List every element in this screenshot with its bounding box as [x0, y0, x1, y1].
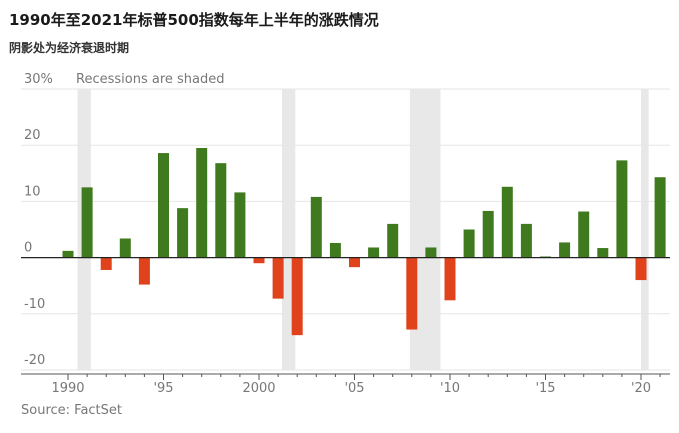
x-tick-label: '05 — [344, 381, 364, 396]
bar — [425, 247, 437, 258]
x-tick-label: 2000 — [242, 381, 275, 396]
source-note: Source: FactSet — [21, 403, 123, 418]
bar — [329, 242, 341, 258]
bar — [138, 257, 150, 285]
y-tick-label: 20 — [24, 128, 41, 143]
bar — [215, 163, 227, 258]
y-tick-label: -10 — [24, 297, 45, 312]
bar — [177, 208, 189, 258]
bar — [387, 223, 399, 258]
bar — [520, 223, 532, 258]
x-axis: 1990 '95 2000 '05 '10 '15 '20 — [21, 373, 670, 396]
bar — [368, 247, 380, 258]
bar — [62, 250, 74, 258]
y-tick-label: 0 — [24, 241, 32, 256]
chart-subtitle: 阴影处为经济衰退时期 — [9, 41, 130, 55]
x-tick-label: '95 — [153, 381, 173, 396]
y-axis-labels: 30% 20 10 0 -10 -20 — [24, 72, 53, 368]
y-tick-label: -20 — [24, 353, 45, 368]
bar — [654, 177, 666, 258]
bar — [578, 211, 590, 258]
bar — [158, 153, 169, 258]
bar — [234, 192, 246, 258]
x-tick-label: '20 — [631, 381, 651, 396]
bar — [196, 148, 208, 258]
gridlines — [21, 88, 670, 371]
bar — [406, 257, 418, 330]
bars — [62, 148, 666, 336]
y-tick-label: 10 — [24, 184, 41, 199]
bar — [310, 196, 322, 258]
recession-annotation: Recessions are shaded — [76, 72, 224, 87]
bar — [291, 257, 303, 336]
x-tick-label: '15 — [535, 381, 555, 396]
bar — [482, 210, 494, 258]
y-tick-label: 30% — [24, 72, 53, 87]
bar — [559, 242, 571, 258]
x-tick-label: 1990 — [51, 381, 84, 396]
recession-band — [641, 89, 649, 370]
bar — [463, 229, 475, 258]
bar — [81, 187, 93, 258]
bar — [119, 238, 131, 258]
bar — [444, 257, 456, 301]
bar — [501, 186, 513, 258]
bar — [635, 257, 647, 281]
x-tick-label: '10 — [440, 381, 460, 396]
bar — [100, 257, 112, 270]
bar — [253, 257, 265, 264]
bar — [597, 248, 609, 258]
chart-title: 1990年至2021年标普500指数每年上半年的涨跌情况 — [9, 11, 379, 29]
bar — [272, 257, 284, 299]
bar — [349, 257, 360, 268]
bar — [616, 160, 628, 258]
